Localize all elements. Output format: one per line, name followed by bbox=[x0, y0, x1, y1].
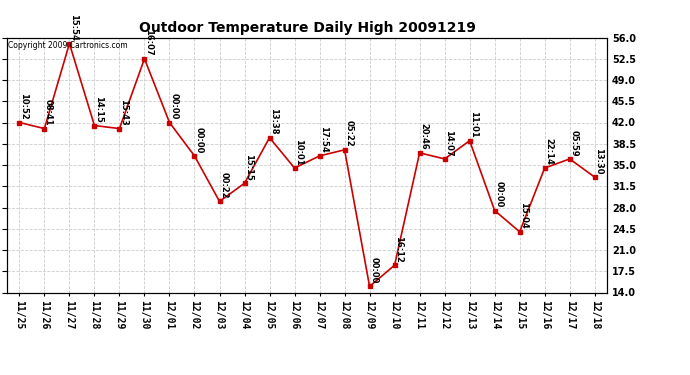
Text: 20:46: 20:46 bbox=[420, 123, 428, 150]
Text: 14:07: 14:07 bbox=[444, 129, 453, 156]
Title: Outdoor Temperature Daily High 20091219: Outdoor Temperature Daily High 20091219 bbox=[139, 21, 475, 35]
Text: Copyright 2009 Cartronics.com: Copyright 2009 Cartronics.com bbox=[8, 41, 128, 50]
Text: 00:00: 00:00 bbox=[369, 257, 378, 284]
Text: 15:15: 15:15 bbox=[244, 153, 253, 180]
Text: 22:14: 22:14 bbox=[544, 138, 553, 165]
Text: 00:22: 00:22 bbox=[219, 172, 228, 199]
Text: 13:38: 13:38 bbox=[269, 108, 278, 135]
Text: 15:04: 15:04 bbox=[520, 202, 529, 229]
Text: 10:52: 10:52 bbox=[19, 93, 28, 120]
Text: 15:54: 15:54 bbox=[69, 14, 78, 41]
Text: 11:01: 11:01 bbox=[469, 111, 478, 138]
Text: 10:01: 10:01 bbox=[294, 139, 303, 165]
Text: 15:43: 15:43 bbox=[119, 99, 128, 126]
Text: 00:00: 00:00 bbox=[194, 127, 203, 153]
Text: 08:41: 08:41 bbox=[44, 99, 53, 126]
Text: 16:07: 16:07 bbox=[144, 29, 153, 56]
Text: 16:12: 16:12 bbox=[394, 236, 403, 262]
Text: 17:54: 17:54 bbox=[319, 126, 328, 153]
Text: 00:00: 00:00 bbox=[494, 182, 503, 208]
Text: 14:15: 14:15 bbox=[94, 96, 103, 123]
Text: 05:22: 05:22 bbox=[344, 120, 353, 147]
Text: 00:00: 00:00 bbox=[169, 93, 178, 120]
Text: 05:59: 05:59 bbox=[569, 129, 578, 156]
Text: 13:30: 13:30 bbox=[594, 148, 603, 174]
